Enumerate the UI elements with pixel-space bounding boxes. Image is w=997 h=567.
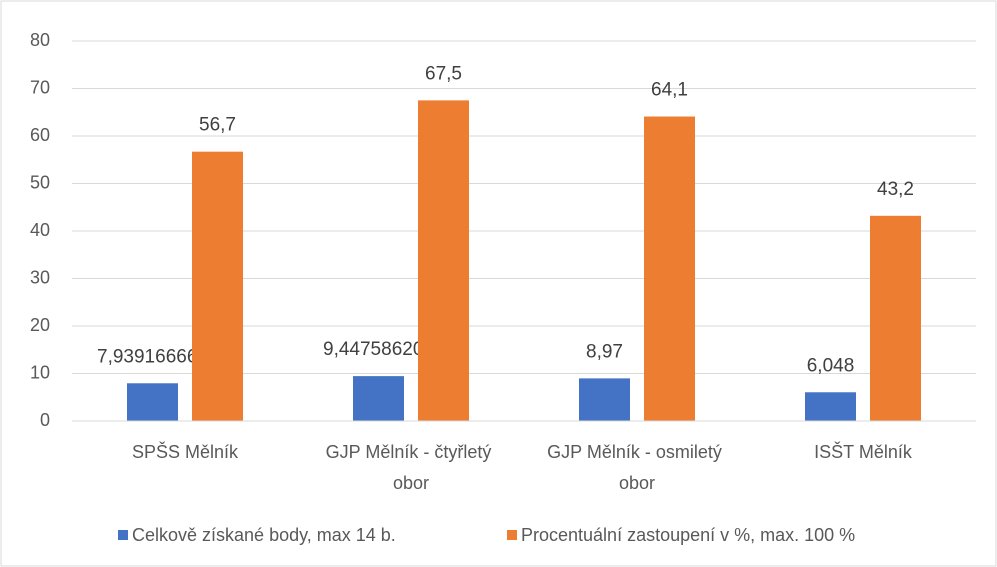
legend-label: Celkově získané body, max 14 b. xyxy=(132,525,396,545)
y-tick-label: 0 xyxy=(40,410,50,430)
bar xyxy=(644,116,695,422)
x-tick-label-line: GJP Mělník - osmiletý xyxy=(547,442,727,462)
value-label: 56,7 xyxy=(199,115,236,136)
y-tick-label: 30 xyxy=(30,267,50,287)
y-tick-label: 70 xyxy=(30,77,50,97)
legend-label: Procentuální zastoupení v %, max. 100 % xyxy=(521,525,855,545)
value-label: 64,1 xyxy=(651,80,688,101)
value-label: 8,97 xyxy=(586,341,623,362)
bar xyxy=(870,215,921,421)
legend-swatch xyxy=(507,530,517,540)
y-tick-label: 20 xyxy=(30,315,50,335)
bar xyxy=(418,100,469,421)
bar xyxy=(192,151,243,422)
value-label: 67,5 xyxy=(425,63,462,84)
y-tick-label: 50 xyxy=(30,172,50,192)
value-label: 9,447586207 xyxy=(323,339,434,360)
x-tick-label: SPŠS Mělník xyxy=(132,441,239,462)
bar xyxy=(805,392,856,421)
y-tick-label: 10 xyxy=(30,362,50,382)
legend-swatch xyxy=(118,530,128,540)
x-tick-label: GJP Mělník - osmiletý obor xyxy=(547,442,727,493)
y-tick-label: 40 xyxy=(30,220,50,240)
bar xyxy=(127,383,178,421)
value-label: 7,939166667 xyxy=(97,346,208,367)
y-tick-label: 60 xyxy=(30,125,50,145)
bar xyxy=(353,376,404,421)
y-tick-label: 80 xyxy=(30,30,50,50)
x-tick-label-line: obor xyxy=(619,473,655,493)
bar xyxy=(579,378,630,421)
x-tick-label: GJP Mělník - čtyřletý obor xyxy=(326,442,497,493)
x-tick-label-line: GJP Mělník - čtyřletý xyxy=(326,442,497,462)
value-label: 6,048 xyxy=(807,355,855,376)
x-tick-label: ISŠT Mělník xyxy=(814,441,913,462)
x-tick-label-line: obor xyxy=(393,473,429,493)
value-label: 43,2 xyxy=(877,179,914,200)
